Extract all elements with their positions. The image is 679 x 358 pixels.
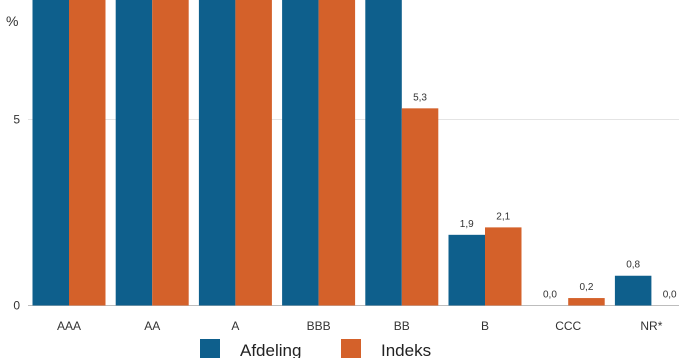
value-label: 0,0 — [663, 290, 677, 301]
bar-indeks-bbb — [318, 0, 356, 306]
x-category-label: BB — [394, 319, 410, 333]
x-category-label: AA — [144, 319, 160, 333]
bar-afdeling-bbb — [282, 0, 319, 306]
bar-afdeling-aa — [115, 0, 153, 306]
bar-indeks-b — [485, 227, 522, 306]
x-category-label: AAA — [57, 319, 81, 333]
legend-swatch-indeks — [341, 339, 361, 358]
bar-indeks-aaa — [69, 0, 106, 306]
value-label: 1,9 — [460, 219, 474, 230]
value-label: 2,1 — [496, 211, 510, 222]
legend: Afdeling Indeks — [200, 339, 431, 358]
x-category-label: A — [231, 319, 239, 333]
legend-label-indeks: Indeks — [381, 341, 431, 358]
x-axis-categories: AAA AA A BBB BB B CCC NR* — [57, 319, 663, 333]
bar-afdeling-nr — [614, 275, 652, 306]
bar-indeks-ccc — [568, 298, 605, 306]
bars — [32, 0, 652, 306]
bar-indeks-a — [235, 0, 272, 306]
bar-afdeling-bb — [365, 0, 402, 306]
y-tick-label: 0 — [13, 299, 20, 313]
x-category-label: B — [481, 319, 489, 333]
y-axis-ticks: 0510152025 — [13, 113, 20, 313]
bar-afdeling-a — [198, 0, 236, 306]
x-category-label: BBB — [307, 319, 331, 333]
bar-afdeling-b — [448, 234, 485, 306]
value-labels: 13,226,118,718,321,720,328,427,512,85,31… — [413, 92, 677, 301]
value-label: 5,3 — [413, 92, 427, 103]
legend-swatch-afdeling — [200, 339, 220, 358]
value-label: 0,0 — [543, 290, 557, 301]
value-label: 0,8 — [626, 260, 640, 271]
y-axis-unit-label: % — [6, 13, 18, 29]
x-category-label: NR* — [640, 319, 662, 333]
legend-label-afdeling: Afdeling — [240, 341, 301, 358]
bar-indeks-bb — [401, 108, 439, 306]
value-label: 0,2 — [579, 282, 593, 293]
y-tick-label: 5 — [13, 113, 20, 127]
bar-afdeling-aaa — [32, 0, 69, 306]
x-category-label: CCC — [555, 319, 581, 333]
bar-indeks-aa — [152, 0, 189, 306]
